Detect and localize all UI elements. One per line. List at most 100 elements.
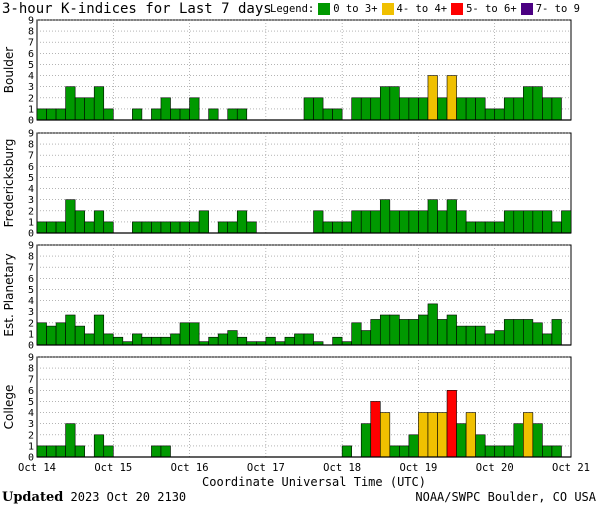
k-index-bar (446, 199, 457, 234)
y-tick-label: 6 (28, 274, 34, 285)
legend-item-label: 4- to 4+ (396, 3, 448, 15)
legend: Legend: 0 to 3+ 4- to 4+ 5- to 6+ 7- to … (270, 3, 580, 15)
y-tick-label: 5 (28, 285, 34, 296)
k-index-bar (360, 97, 372, 121)
x-tick-label: Oct 19 (399, 462, 437, 474)
k-index-bar (551, 445, 562, 458)
k-index-bar (179, 221, 190, 234)
station-label: College (2, 385, 16, 430)
k-index-bar (542, 333, 553, 346)
chart-title: 3-hour K-indices for Last 7 days (2, 1, 272, 17)
k-index-bar (351, 97, 362, 121)
k-index-bar (151, 336, 162, 346)
x-tick-label: Oct 18 (323, 462, 361, 474)
k-index-bar (370, 319, 381, 346)
k-index-bar (360, 423, 372, 458)
k-index-bar (437, 319, 448, 346)
x-tick-label: Oct 14 (18, 462, 56, 474)
header: 3-hour K-indices for Last 7 days Legend:… (0, 0, 600, 20)
updated-line: Updated 2023 Oct 20 2130 (2, 490, 186, 505)
y-tick-label: 0 (28, 229, 34, 240)
updated-label: Updated (2, 490, 64, 505)
k-index-bar (513, 423, 524, 458)
k-index-bar (370, 97, 381, 121)
x-tick-label: Oct 16 (171, 462, 209, 474)
legend-item-label: 5- to 6+ (466, 3, 517, 15)
station-label: Est. Planetary (2, 253, 16, 336)
k-index-bar (465, 412, 476, 458)
station-label: Fredericksburg (2, 139, 16, 228)
y-tick-label: 0 (28, 341, 34, 352)
y-tick-label: 4 (28, 184, 34, 195)
k-index-bar (446, 75, 457, 121)
k-index-bar (284, 336, 295, 346)
k-index-bar (65, 86, 76, 121)
k-index-bar (523, 412, 534, 458)
k-index-bar (437, 210, 448, 234)
k-index-bar (465, 221, 476, 234)
y-tick-label: 3 (28, 195, 34, 206)
y-tick-label: 1 (28, 104, 34, 115)
updated-timestamp: 2023 Oct 20 2130 (70, 490, 187, 504)
k-index-bar (532, 423, 543, 458)
k-index-bar (217, 333, 229, 346)
y-tick-label: 1 (28, 217, 34, 228)
k-index-bar (503, 210, 515, 234)
y-tick-label: 5 (28, 173, 34, 184)
k-index-bar (36, 108, 47, 121)
k-index-bar (494, 330, 505, 346)
y-tick-label: 9 (28, 16, 34, 27)
k-index-bar (65, 423, 76, 458)
y-tick-label: 9 (28, 241, 34, 252)
k-index-bar (36, 221, 47, 234)
k-index-bar (465, 325, 476, 346)
k-index-bar (246, 221, 257, 234)
k-index-bar (227, 330, 238, 346)
k-index-bar (236, 210, 248, 234)
y-tick-label: 9 (28, 129, 34, 140)
k-index-bar (55, 108, 66, 121)
k-index-chart: 0123456789Boulder0123456789Fredericksbur… (2, 16, 590, 490)
k-index-bar (132, 108, 143, 121)
k-index-bar (503, 319, 515, 346)
y-tick-label: 1 (28, 329, 34, 340)
k-index-bar (332, 336, 343, 346)
k-index-bar (399, 210, 410, 234)
k-index-bar (141, 221, 152, 234)
k-index-bar (55, 445, 66, 458)
k-index-bar (379, 412, 391, 458)
k-index-bar (456, 325, 467, 346)
k-index-bar (523, 210, 534, 234)
y-tick-label: 2 (28, 430, 34, 441)
k-index-bar (55, 221, 66, 234)
k-index-bar (389, 314, 400, 346)
k-index-bar (103, 108, 114, 121)
k-index-bar (265, 336, 276, 346)
y-tick-label: 2 (28, 318, 34, 329)
k-index-bar (475, 97, 486, 121)
k-index-bar (103, 221, 114, 234)
k-index-bar (217, 221, 229, 234)
k-index-bar (494, 445, 505, 458)
legend-item-quiet: 0 to 3+ (318, 3, 378, 15)
k-index-bar (103, 333, 114, 346)
k-index-bar (494, 221, 505, 234)
legend-swatch-yellow (381, 3, 394, 15)
k-index-bar (408, 97, 419, 121)
k-index-bar (389, 86, 400, 121)
k-index-bar (484, 108, 496, 121)
k-index-bar (132, 221, 143, 234)
y-tick-label: 8 (28, 252, 34, 263)
y-tick-label: 6 (28, 386, 34, 397)
k-index-bar (93, 210, 105, 234)
k-index-bar (332, 221, 343, 234)
k-index-bar (294, 333, 305, 346)
y-tick-label: 1 (28, 441, 34, 452)
k-index-bar (379, 314, 391, 346)
k-index-bar (74, 97, 85, 121)
k-index-bar (418, 412, 429, 458)
k-index-bar (93, 434, 105, 458)
k-index-bar (437, 97, 448, 121)
x-axis-label: Coordinate Universal Time (UTC) (202, 475, 426, 489)
k-index-bar (84, 221, 95, 234)
